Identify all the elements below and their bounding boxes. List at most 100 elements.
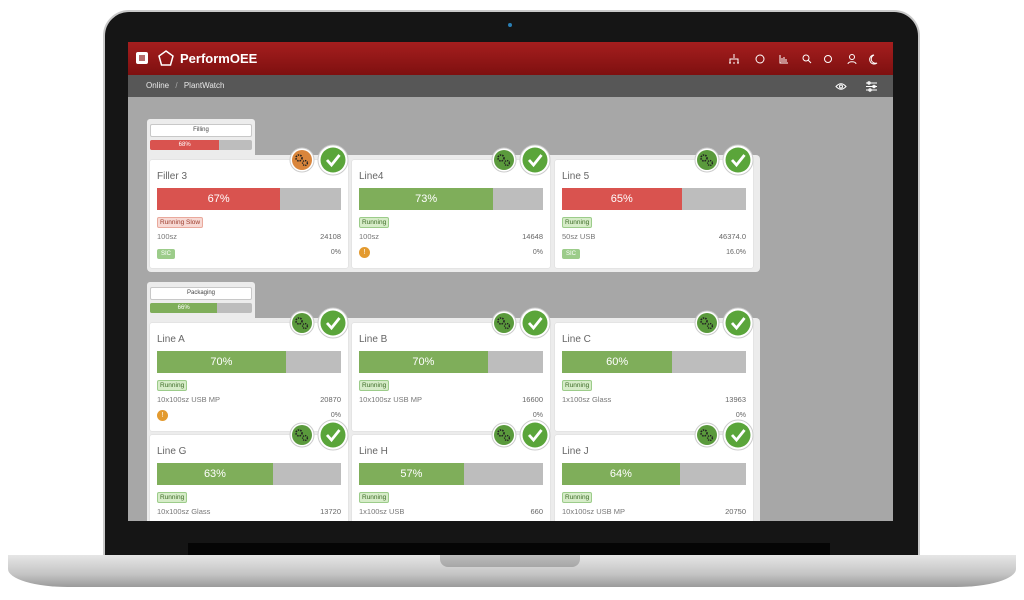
header: PerformOEE bbox=[128, 42, 893, 75]
status-icons bbox=[491, 419, 551, 451]
machine-card[interactable]: Line4 73% Running 100sz 14648! 0% bbox=[352, 144, 551, 268]
status-icons bbox=[694, 144, 754, 176]
breadcrumb: Online / PlantWatch bbox=[128, 75, 893, 97]
product: 50sz USB bbox=[562, 232, 596, 241]
machine-name: Line4 bbox=[359, 171, 384, 182]
status-tag: Running bbox=[562, 217, 593, 228]
status-tag: Running bbox=[359, 492, 390, 503]
oee-bar: 63% bbox=[157, 463, 273, 485]
ratio: 16.0% bbox=[726, 249, 746, 256]
status-icons bbox=[289, 419, 349, 451]
group-tab[interactable]: Packaging 66% bbox=[147, 282, 255, 318]
machine-card[interactable]: Line A 70% Running 10x100sz USB MP 20870! 0% bbox=[150, 307, 349, 431]
status-icons bbox=[491, 307, 551, 339]
status-tag: Running Slow bbox=[157, 217, 204, 228]
product: 1x100sz Glass bbox=[562, 395, 612, 404]
oee-track: 64% bbox=[562, 463, 746, 485]
machine-name: Line B bbox=[359, 334, 388, 345]
product: 100sz bbox=[157, 232, 178, 241]
count: 14648 bbox=[522, 232, 543, 241]
count: 20750 bbox=[725, 507, 746, 516]
status-tag: Running bbox=[157, 380, 188, 391]
oee-bar: 65% bbox=[562, 188, 682, 210]
machine-card[interactable]: Line J 64% Running 10x100sz USB MP 20750 bbox=[555, 419, 754, 521]
product: 10x100sz USB MP bbox=[562, 507, 625, 516]
product: 100sz bbox=[359, 232, 380, 241]
count: 660 bbox=[530, 507, 543, 516]
oee-bar: 73% bbox=[359, 188, 494, 210]
status-tag: Running bbox=[562, 380, 593, 391]
breadcrumb-item[interactable]: PlantWatch bbox=[183, 81, 225, 90]
oee-bar: 60% bbox=[562, 351, 673, 373]
group-bar-track: 68% bbox=[150, 140, 252, 150]
status-icons bbox=[694, 307, 754, 339]
flag-badge: SIC bbox=[157, 249, 176, 259]
alert-icon: ! bbox=[157, 410, 168, 421]
group-tab[interactable]: Filling 68% bbox=[147, 119, 255, 155]
oee-track: 65% bbox=[562, 188, 746, 210]
status-icons bbox=[289, 307, 349, 339]
count: 20870 bbox=[320, 395, 341, 404]
oee-bar: 57% bbox=[359, 463, 464, 485]
oee-track: 57% bbox=[359, 463, 543, 485]
count: 24108 bbox=[320, 232, 341, 241]
machine-card[interactable]: Filler 3 67% Running Slow 100sz 24108 SIC 0% bbox=[150, 144, 349, 268]
content: Filling 68% Filler 3 67% Running Slow 100sz 24… bbox=[128, 97, 893, 521]
machine-name: Line C bbox=[562, 334, 591, 345]
status-tag: Running bbox=[359, 380, 390, 391]
ratio: 0% bbox=[735, 412, 746, 419]
count: 13963 bbox=[725, 395, 746, 404]
status-icons bbox=[289, 144, 349, 176]
hinge bbox=[188, 543, 830, 557]
machine-card[interactable]: Line G 63% Running 10x100sz Glass 13720 bbox=[150, 419, 349, 521]
oee-track: 63% bbox=[157, 463, 341, 485]
ratio: 0% bbox=[330, 249, 341, 256]
machine-name: Filler 3 bbox=[157, 171, 188, 182]
oee-bar: 70% bbox=[157, 351, 286, 373]
status-icons bbox=[694, 419, 754, 451]
ratio: 0% bbox=[532, 249, 543, 256]
brand: PerformOEE bbox=[180, 51, 258, 66]
count: 16600 bbox=[522, 395, 543, 404]
machine-card[interactable]: Line H 57% Running 1x100sz USB 660 bbox=[352, 419, 551, 521]
group-name: Packaging bbox=[150, 287, 252, 300]
product: 10x100sz USB MP bbox=[157, 395, 220, 404]
base-notch bbox=[440, 555, 580, 567]
oee-track: 60% bbox=[562, 351, 746, 373]
flag-badge: SIC bbox=[562, 249, 581, 259]
product: 10x100sz Glass bbox=[157, 507, 211, 516]
view-icons[interactable] bbox=[835, 81, 880, 92]
product: 10x100sz USB MP bbox=[359, 395, 422, 404]
machine-card[interactable]: Line C 60% Running 1x100sz Glass 13963 0% bbox=[555, 307, 754, 431]
group-bar-track: 66% bbox=[150, 303, 252, 313]
count: 46374.0 bbox=[718, 232, 746, 241]
oee-track: 73% bbox=[359, 188, 543, 210]
toolbar-icons[interactable] bbox=[728, 53, 878, 65]
machine-name: Line G bbox=[157, 446, 187, 457]
logo bbox=[158, 50, 174, 66]
oee-track: 67% bbox=[157, 188, 341, 210]
ratio: 0% bbox=[532, 412, 543, 419]
group-bar: 68% bbox=[150, 140, 220, 150]
status-tag: Running bbox=[157, 492, 188, 503]
machine-name: Line J bbox=[562, 446, 589, 457]
breadcrumb-item[interactable]: Online bbox=[146, 81, 170, 90]
breadcrumb-separator: / bbox=[175, 81, 178, 90]
group-bar: 66% bbox=[150, 303, 218, 313]
camera bbox=[508, 23, 512, 27]
group-name: Filling bbox=[150, 124, 252, 137]
alert-icon: ! bbox=[359, 247, 370, 258]
product: 1x100sz USB bbox=[359, 507, 405, 516]
oee-bar: 70% bbox=[359, 351, 488, 373]
menu-button[interactable] bbox=[136, 52, 148, 64]
machine-name: Line 5 bbox=[562, 171, 590, 182]
ratio: 0% bbox=[330, 412, 341, 419]
status-icons bbox=[491, 144, 551, 176]
oee-track: 70% bbox=[359, 351, 543, 373]
machine-name: Line A bbox=[157, 334, 185, 345]
screen: PerformOEE Online / PlantWatch Filling 68… bbox=[128, 42, 893, 521]
machine-name: Line H bbox=[359, 446, 388, 457]
machine-card[interactable]: Line B 70% Running 10x100sz USB MP 16600 0% bbox=[352, 307, 551, 431]
machine-card[interactable]: Line 5 65% Running 50sz USB 46374.0 SIC 16.0% bbox=[555, 144, 754, 268]
